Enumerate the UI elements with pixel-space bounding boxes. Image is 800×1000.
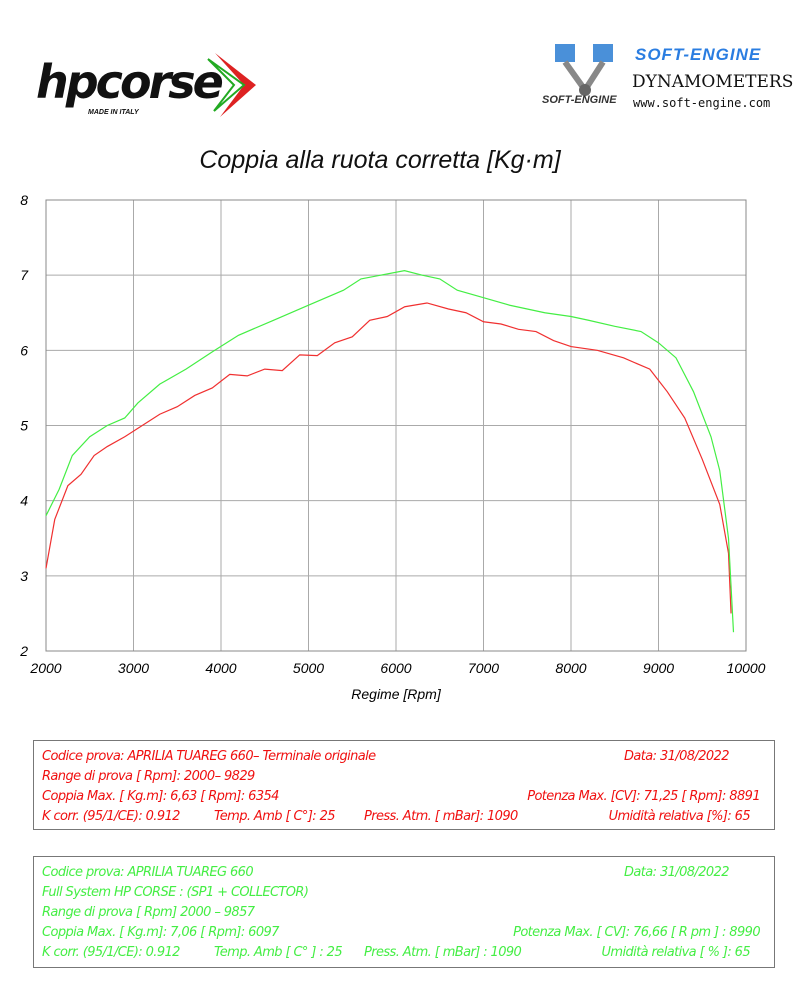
- torque-chart: 2000 3000 4000 5000 6000 7000 8000 9000 10000 2 3 4…: [19, 192, 766, 676]
- ambient-temp: Temp. Amb [ C° ] : 25: [214, 945, 343, 960]
- softengine-logo: SOFT-ENGINE SOFT-ENGINE DYNAMOMETERS www…: [540, 40, 793, 120]
- piston-icon: [555, 44, 613, 96]
- test-code: Codice prova: APRILIA TUAREG 660: [42, 865, 254, 880]
- max-torque: Coppia Max. [ Kg.m]: 7,06 [ Rpm]: 6097: [42, 925, 279, 940]
- y-tick-label: 3: [20, 568, 28, 584]
- hpcorse-logo: hpcorse MADE IN ITALY: [30, 45, 260, 125]
- x-axis-label: Regime [Rpm]: [351, 686, 441, 702]
- x-tick-label: 10000: [727, 660, 766, 676]
- hpcorse-swoosh-icon: [207, 53, 256, 117]
- test-date: Data: 31/08/2022: [624, 749, 729, 764]
- x-tick-label: 9000: [643, 660, 674, 676]
- hpcorse-exhaust-info-box: Codice prova: APRILIA TUAREG 660 Data: 31…: [33, 856, 775, 968]
- test-code: Codice prova: APRILIA TUAREG 660– Termin…: [42, 749, 376, 764]
- x-tick-label: 3000: [118, 660, 149, 676]
- atm-pressure: Press. Atm. [ mBar]: 1090: [364, 809, 518, 824]
- plot-frame: [45, 199, 747, 652]
- k-corr: K corr. (95/1/CE): 0.912: [42, 809, 180, 824]
- atm-pressure: Press. Atm. [ mBar] : 1090: [364, 945, 522, 960]
- rpm-range: Range di prova [ Rpm] 2000 – 9857: [42, 905, 255, 920]
- chart-title: Coppia alla ruota corretta [Kg·m]: [199, 146, 561, 174]
- rpm-range: Range di prova [ Rpm]: 2000– 9829: [42, 769, 255, 784]
- y-tick-label: 4: [20, 493, 28, 509]
- humidity: Umidità relativa [ % ]: 65: [601, 945, 751, 960]
- original-exhaust-info-box: Codice prova: APRILIA TUAREG 660– Termin…: [33, 740, 775, 830]
- y-tick-label: 2: [19, 643, 28, 659]
- system-description: Full System HP CORSE : (SP1 + COLLECTOR): [42, 885, 309, 900]
- max-power: Potenza Max. [CV]: 71,25 [ Rpm]: 8891: [527, 789, 760, 804]
- series-line-hpcorse: [45, 270, 735, 633]
- x-tick-label: 7000: [468, 660, 499, 676]
- x-tick-label: 6000: [380, 660, 411, 676]
- k-corr: K corr. (95/1/CE): 0.912: [42, 945, 180, 960]
- humidity: Umidità relativa [%]: 65: [608, 809, 751, 824]
- max-torque: Coppia Max. [ Kg.m]: 6,63 [ Rpm]: 6354: [42, 789, 279, 804]
- x-tick-label: 5000: [293, 660, 324, 676]
- y-tick-label: 8: [20, 192, 28, 208]
- x-tick-label: 8000: [555, 660, 586, 676]
- y-tick-label: 5: [20, 418, 28, 434]
- x-tick-label: 4000: [205, 660, 236, 676]
- series-line-original: [45, 302, 732, 614]
- y-tick-label: 7: [20, 267, 29, 283]
- test-date: Data: 31/08/2022: [624, 865, 729, 880]
- y-tick-label: 6: [20, 342, 28, 358]
- x-tick-label: 2000: [29, 660, 61, 676]
- ambient-temp: Temp. Amb [ C°]: 25: [214, 809, 336, 824]
- max-power: Potenza Max. [ CV]: 76,66 [ R pm ] : 899…: [513, 925, 761, 940]
